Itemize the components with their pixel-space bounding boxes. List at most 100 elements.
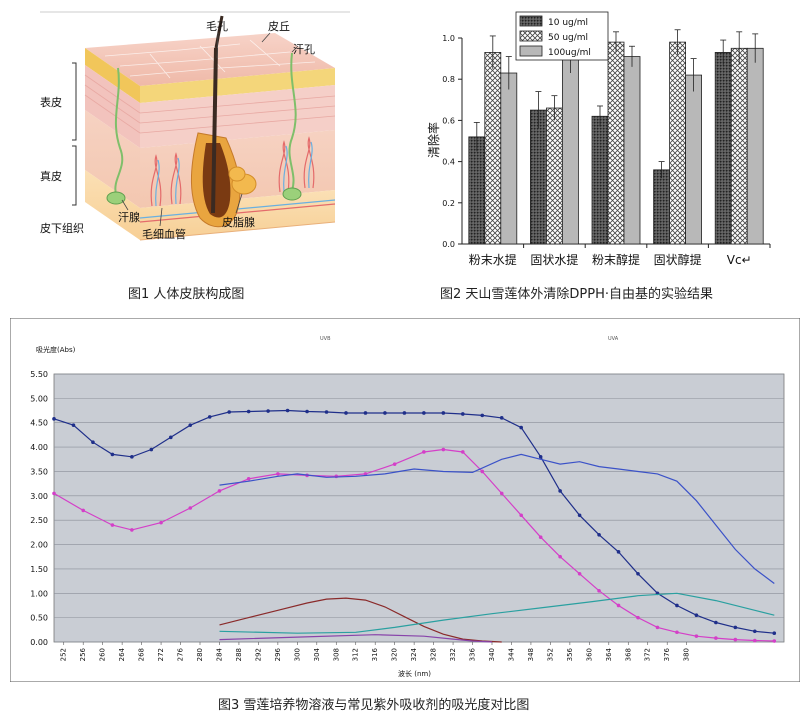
fig3-series-point [636, 571, 640, 576]
fig3-xtick-label: 288 [235, 648, 243, 661]
fig3-band-uva: UVA [608, 336, 619, 342]
fig3-series-point [91, 440, 95, 445]
fig3-series-point [285, 408, 290, 413]
label-capillary: 毛细血管 [142, 227, 186, 241]
fig3-series-point [246, 409, 251, 414]
fig3-ytick-label: 4.50 [30, 419, 48, 428]
fig3-series-point [159, 520, 163, 525]
fig3-ytick-label: 2.50 [30, 516, 48, 525]
fig3-xtick-label: 316 [371, 647, 379, 661]
fig3-ytick-label: 0.50 [30, 614, 48, 623]
fig3-series-point [188, 506, 193, 510]
fig2-legend-label: 100ug/ml [548, 48, 591, 58]
fig3-series-point [422, 450, 426, 454]
fig2-legend-swatch [519, 30, 543, 42]
fig3-ytick-label: 1.50 [30, 565, 48, 574]
fig3-xlabel: 波长 (nm) [398, 669, 431, 678]
fig3-series-line [219, 453, 775, 584]
label-subcutis: 皮下组织 [40, 221, 84, 235]
hair-shaft [211, 47, 218, 214]
fig3-xtick-label: 312 [352, 648, 360, 661]
fig3-ytick-label: 4.00 [30, 443, 48, 452]
fig3-series-line [53, 409, 775, 634]
fig3-series-point [772, 631, 777, 636]
fig2-bar [730, 47, 748, 245]
fig3-series-point [207, 415, 212, 419]
fig3-series-point [461, 412, 465, 416]
fig3-band-uvb: UVB [320, 336, 331, 342]
fig2-bar [500, 72, 518, 245]
fig3-xtick-label: 260 [99, 648, 107, 661]
fig3-xtick-label: 364 [605, 647, 613, 661]
fig2-bar [669, 41, 687, 245]
fig3-xtick-label: 300 [293, 648, 301, 661]
fig3-series-point [188, 423, 193, 427]
fig3-series-line [53, 448, 775, 642]
fig2-bar [530, 109, 547, 245]
fig2-ytick-label: 0.2 [442, 199, 455, 208]
fig3-series-point [110, 452, 115, 457]
label-sweat-gland: 汗腺 [118, 210, 140, 224]
fig3-series-point [52, 491, 56, 496]
fig3-xtick-label: 296 [274, 647, 282, 661]
fig2-bar [607, 41, 625, 245]
fig3-ytick-label: 2.00 [30, 541, 48, 550]
fig2-ylabel: 清除率 [426, 122, 441, 158]
fig3-series-point [169, 435, 173, 440]
fig3-ytick-label: 5.50 [30, 370, 48, 379]
fig3-series-point [714, 636, 718, 640]
fig3-series-point [577, 571, 582, 576]
skin-structure-figure: 毛孔 皮丘 汗孔 表皮 真皮 皮下组织 汗腺 毛细血管 皮脂腺 [40, 11, 350, 241]
figure1-caption: 图1 人体皮肤构成图 [128, 287, 245, 302]
fig3-series-point [597, 589, 601, 593]
fig3-series-point [675, 630, 679, 635]
fig3-series-point [577, 513, 582, 518]
fig2-bar [561, 58, 579, 245]
fig3-series-point [694, 613, 699, 617]
fig3-xtick-label: 352 [546, 648, 554, 661]
sweat-duct-left [114, 67, 124, 195]
fig3-plot-area [53, 373, 785, 643]
fig2-bar [746, 47, 764, 245]
fig2-bar [468, 136, 486, 245]
fig3-series-point [597, 533, 601, 537]
fig2-legend-label: 10 ug/ml [548, 18, 588, 28]
fig2-category-label: 粉末水提 [469, 252, 517, 267]
fig3-xtick-label: 280 [196, 648, 204, 661]
fig3-xtick-label: 380 [683, 648, 691, 661]
fig3-xtick-label: 332 [449, 648, 457, 661]
label-papilla: 皮丘 [268, 20, 290, 33]
fig2-ytick-label: 1.0 [442, 34, 455, 43]
fig3-xtick-label: 328 [430, 648, 438, 661]
fig3-xtick-label: 276 [177, 647, 185, 661]
fig2-ytick-label: 0.8 [442, 75, 455, 84]
fig3-xtick-label: 320 [391, 648, 399, 661]
figure3-caption: 图3 雪莲培养物溶液与常见紫外吸收剂的吸光度对比图 [218, 698, 530, 713]
fig3-xtick-label: 304 [313, 647, 321, 661]
fig3-xtick-label: 372 [644, 648, 652, 661]
fig2-ytick-label: 0.4 [442, 158, 455, 167]
fig2-category-label: Vc↵ [727, 253, 752, 267]
fig3-xtick-label: 368 [624, 648, 632, 661]
fig3-series-point [130, 528, 134, 532]
fig3-series-point [694, 634, 699, 638]
label-sweat-pore: 汗孔 [293, 43, 315, 56]
fig3-series-line [219, 634, 493, 643]
fig2-bar [685, 74, 703, 245]
stratum-yellow-left [85, 48, 140, 103]
fig2-bar [653, 169, 671, 245]
fig3-xtick-label: 356 [566, 647, 574, 661]
sweat-gland-left [106, 191, 126, 205]
fig2-bar [591, 115, 609, 245]
fig2-legend-label: 50 ug/ml [548, 33, 588, 43]
fig2-bar [623, 56, 641, 245]
fig3-xtick-label: 336 [469, 647, 477, 661]
fig3-series-point [480, 469, 485, 474]
fig3-xtick-label: 252 [60, 648, 68, 661]
fig3-series-point [344, 411, 348, 415]
fig3-series-point [772, 639, 777, 643]
fig3-series-point [733, 637, 738, 642]
figure2-caption: 图2 天山雪莲体外清除DPPH·自由基的实验结果 [440, 287, 714, 302]
fig3-series-point [402, 411, 407, 415]
fig3-series-point [383, 411, 387, 415]
